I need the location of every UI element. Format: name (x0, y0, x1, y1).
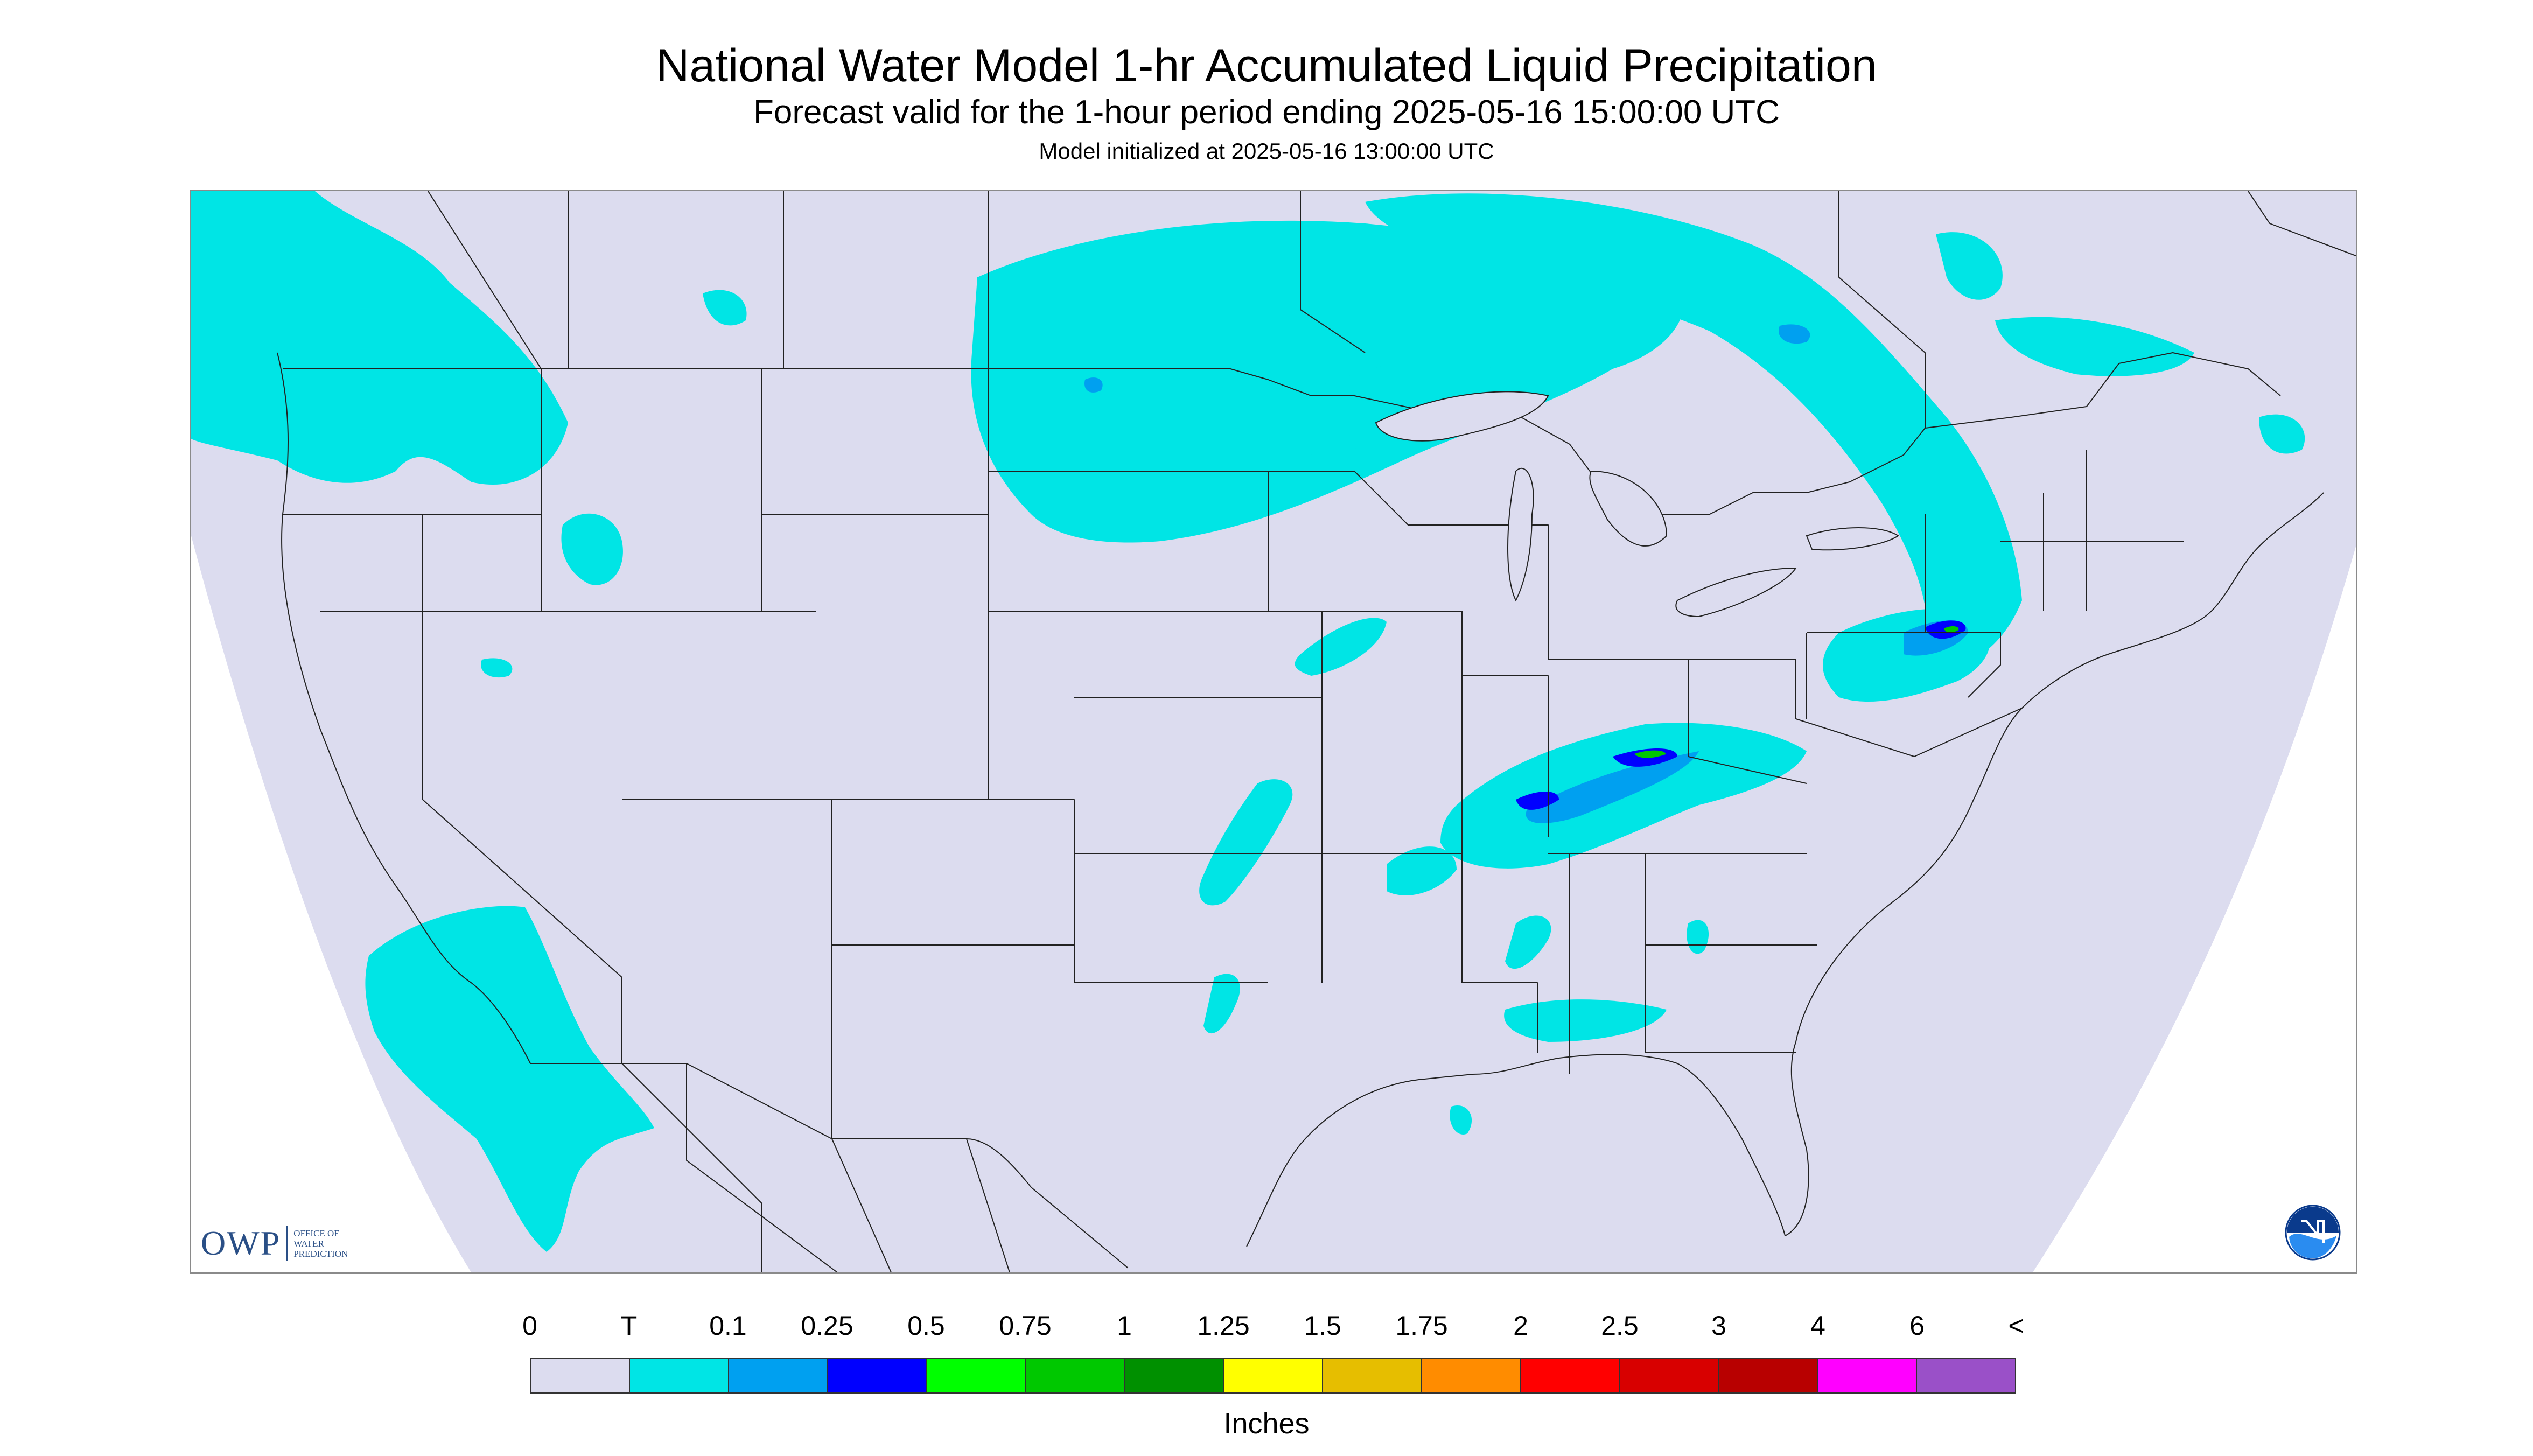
model-init-subtitle: Model initialized at 2025-05-16 13:00:00… (1039, 138, 1494, 164)
precip-area-pacific-northwest (191, 191, 568, 485)
legend-tick-label: 1.75 (1395, 1311, 1448, 1341)
precip-light-minnesota (1084, 377, 1103, 393)
precip-area-montana-small (703, 290, 747, 326)
state-lines-central (1268, 450, 2184, 1074)
lake-erie-outline (1675, 567, 1797, 618)
precip-heavy-pennsylvania (1944, 626, 1959, 633)
legend-swatch (927, 1359, 1026, 1392)
precip-area-gulf-coast (1504, 999, 1667, 1042)
legend-swatch (1620, 1359, 1719, 1392)
color-legend: 0 T 0.1 0.25 0.5 0.75 1 1.25 1.5 1.75 2 2.5 3 4 6 < (522, 1310, 2024, 1412)
map-canvas (191, 191, 2356, 1272)
lake-superior-outline (1375, 391, 1549, 442)
precip-area-texas-gulf (1203, 974, 1240, 1034)
us-mexico-border (530, 1063, 1129, 1269)
precip-area-maritimes (1995, 317, 2194, 376)
legend-tick-label: 0.25 (801, 1311, 853, 1341)
mexico-state-lines (621, 1063, 1010, 1272)
legend-tick-label: 1 (1117, 1311, 1132, 1341)
lake-michigan-outline (1507, 467, 1534, 602)
legend-tick-label: 1.25 (1197, 1311, 1250, 1341)
precip-area-new-brunswick (2259, 414, 2305, 454)
legend-swatch (729, 1359, 828, 1392)
legend-tick-label: < (2008, 1311, 2024, 1341)
map-title: National Water Model 1-hr Accumulated Li… (656, 40, 1877, 92)
precip-area-nevada-small (481, 658, 513, 678)
legend-swatch (1125, 1359, 1224, 1392)
forecast-valid-subtitle: Forecast valid for the 1-hour period end… (753, 94, 1780, 131)
precip-area-quebec (1936, 232, 2003, 300)
legend-swatch (1026, 1359, 1125, 1392)
legend-tick-label: 1.5 (1304, 1311, 1341, 1341)
gulf-coast (1246, 1041, 1809, 1247)
precip-heavy-tennessee (1634, 750, 1666, 758)
legend-tick-label: 6 (1909, 1311, 1925, 1341)
precip-areas (191, 191, 2305, 1252)
precip-light-ohio-valley (1526, 751, 1699, 823)
legend-swatches (530, 1358, 2016, 1394)
canada-province-lines (428, 191, 2356, 428)
owp-logo: OWP OFFICE OF WATER PREDICTION (201, 1222, 358, 1265)
owp-logo-divider (286, 1226, 289, 1261)
model-domain (191, 191, 2356, 1272)
lake-huron-outline (1589, 470, 1668, 547)
legend-tick-label: 4 (1810, 1311, 1825, 1341)
legend-swatch (1224, 1359, 1323, 1392)
legend-tick-label: 2.5 (1601, 1311, 1639, 1341)
precip-light-ontario (1779, 324, 1810, 344)
lake-ontario-outline (1806, 527, 1899, 551)
legend-tick-label: 2 (1513, 1311, 1528, 1341)
precip-area-texas-east (1199, 779, 1293, 906)
precip-area-iowa-illinois (1295, 618, 1387, 676)
lake-outlines (1375, 391, 1899, 618)
legend-swatch (1521, 1359, 1620, 1392)
legend-tick-label: T (620, 1311, 638, 1341)
precipitation-map: OWP OFFICE OF WATER PREDICTION (190, 190, 2357, 1274)
legend-units: Inches (1223, 1408, 1310, 1440)
legend-tick-label: 0.1 (709, 1311, 747, 1341)
precip-area-lake-superior (1266, 342, 1505, 455)
legend-swatch (531, 1359, 630, 1392)
precip-area-california-offshore (365, 906, 654, 1252)
legend-swatch (1818, 1359, 1918, 1392)
legend-tick-label: 3 (1711, 1311, 1726, 1341)
legend-swatch (1323, 1359, 1422, 1392)
precip-area-idaho (561, 513, 623, 585)
legend-tick-label: 0.5 (907, 1311, 945, 1341)
state-lines-west (283, 369, 1323, 1139)
legend-swatch (828, 1359, 927, 1392)
pacific-coast (277, 352, 531, 1064)
precip-area-gulf-small (1450, 1105, 1472, 1135)
legend-tick-label: 0 (522, 1311, 537, 1341)
owp-logo-mark: OWP (201, 1224, 281, 1262)
legend-swatch (1422, 1359, 1521, 1392)
boundary-lines (277, 191, 2356, 1272)
legend-tick-label: 0.75 (999, 1311, 1052, 1341)
owp-logo-text: OFFICE OF WATER PREDICTION (293, 1228, 348, 1259)
precip-area-louisiana (1505, 915, 1551, 969)
legend-swatch (1719, 1359, 1818, 1392)
precip-area-arkansas (1387, 846, 1457, 895)
precip-area-northern-plains (971, 220, 1684, 543)
legend-swatch (1917, 1359, 2015, 1392)
noaa-logo (2285, 1205, 2341, 1261)
atlantic-coast (1795, 492, 2324, 1042)
legend-swatch (629, 1359, 729, 1392)
